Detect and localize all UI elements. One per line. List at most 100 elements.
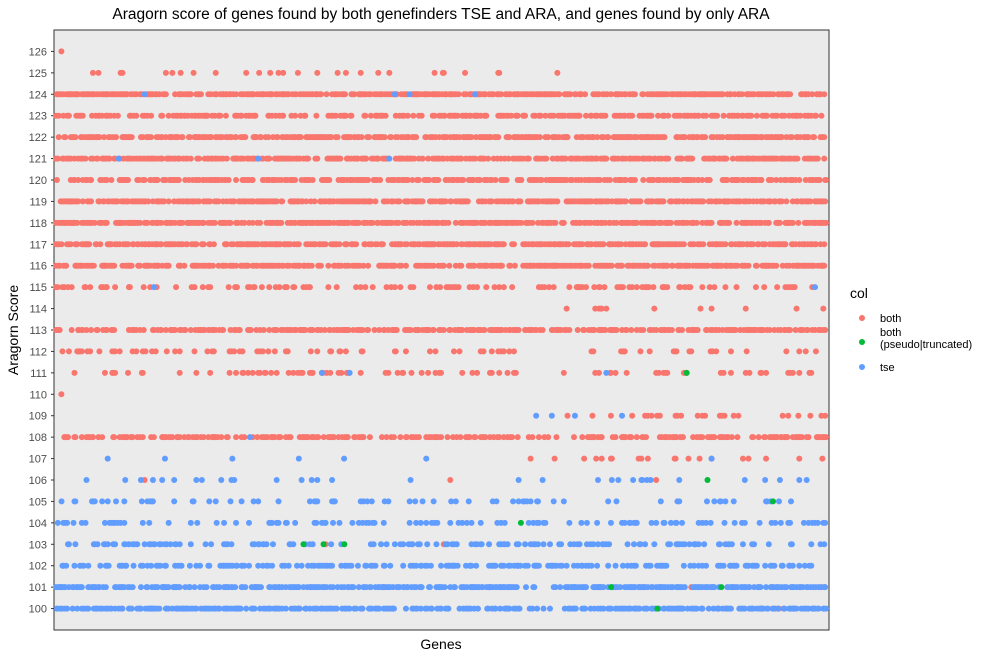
point-both — [154, 177, 161, 183]
point-tse — [162, 562, 169, 569]
point-both — [162, 69, 169, 76]
point-both — [791, 284, 798, 291]
point-both — [563, 305, 570, 312]
point-both — [471, 262, 478, 269]
point-tse — [390, 605, 397, 612]
point-tse — [524, 562, 531, 569]
point-both — [619, 284, 626, 291]
point-both — [165, 198, 172, 205]
point-tse — [531, 584, 538, 591]
y-tick-label: 116 — [29, 261, 47, 273]
point-tse — [762, 562, 769, 569]
point-both — [758, 177, 765, 183]
point-both — [56, 327, 63, 333]
point-both — [496, 369, 503, 376]
point-both — [823, 219, 830, 226]
point-both — [327, 369, 334, 376]
point-both — [141, 177, 148, 183]
point-both — [218, 434, 225, 441]
point-both — [482, 434, 489, 441]
point-both — [500, 348, 507, 355]
point-both — [366, 434, 373, 441]
point-both — [821, 262, 828, 269]
point-both — [103, 219, 110, 226]
point-tse — [680, 562, 687, 569]
point-both — [245, 369, 252, 376]
point-both — [290, 369, 297, 376]
point-both — [292, 177, 299, 183]
y-tick-label: 121 — [29, 154, 47, 166]
point-both — [204, 348, 211, 355]
point-both — [78, 348, 85, 355]
point-both — [393, 327, 400, 333]
point-both — [466, 434, 473, 441]
point-both — [564, 412, 571, 419]
point-both — [390, 434, 397, 441]
point-tse — [612, 562, 619, 569]
point-both — [510, 241, 517, 248]
point-both — [515, 327, 522, 333]
point-tse — [63, 562, 70, 569]
point-both — [734, 262, 741, 269]
point-both — [591, 327, 598, 333]
point-both — [111, 262, 118, 269]
point-both — [518, 177, 525, 183]
point-both — [112, 348, 119, 355]
point-tse — [105, 562, 112, 569]
point-tse — [243, 605, 250, 612]
y-tick-label: 104 — [29, 518, 47, 530]
point-both — [593, 455, 600, 462]
point-both — [700, 198, 707, 205]
point-both — [763, 455, 770, 462]
point-both — [223, 241, 230, 248]
point-both — [137, 262, 144, 269]
point-both — [651, 305, 658, 312]
point-both — [552, 219, 559, 226]
y-tick-label: 125 — [29, 68, 47, 80]
point-both — [173, 284, 180, 291]
point-tse — [178, 562, 185, 569]
y-tick-label: 114 — [29, 304, 47, 316]
point-both — [187, 327, 194, 333]
point-both — [162, 327, 169, 333]
point-both — [371, 327, 378, 333]
y-tick-label: 109 — [29, 411, 47, 423]
point-both — [375, 69, 382, 76]
point-both — [761, 284, 768, 291]
point-tse — [97, 562, 104, 569]
point-tse — [85, 562, 92, 569]
point-tse — [329, 562, 336, 569]
point-tse — [540, 605, 547, 612]
point-both — [67, 241, 74, 248]
point-both — [459, 369, 466, 376]
point-both — [273, 369, 280, 376]
point-both — [703, 112, 710, 119]
point-both — [240, 369, 247, 376]
point-both — [554, 69, 561, 76]
point-both — [742, 305, 749, 312]
point-both — [103, 327, 110, 333]
point-both — [517, 198, 524, 205]
point-both — [236, 327, 243, 333]
point-tse — [823, 605, 830, 612]
point-tse — [588, 562, 595, 569]
point-both — [510, 348, 517, 355]
point-both — [273, 327, 280, 333]
point-both — [608, 262, 615, 269]
point-both — [579, 434, 586, 441]
point-both — [96, 348, 103, 355]
point-both — [309, 369, 316, 376]
point-both — [822, 198, 829, 205]
point-tse — [148, 562, 155, 569]
point-both — [241, 434, 248, 441]
point-both — [566, 284, 573, 291]
point-tse — [632, 562, 639, 569]
point-both — [103, 284, 110, 291]
point-both — [419, 198, 426, 205]
point-both — [344, 434, 351, 441]
point-both — [65, 348, 72, 355]
point-both — [685, 455, 692, 462]
point-tse — [285, 562, 292, 569]
point-both — [112, 369, 119, 376]
point-both — [612, 369, 619, 376]
